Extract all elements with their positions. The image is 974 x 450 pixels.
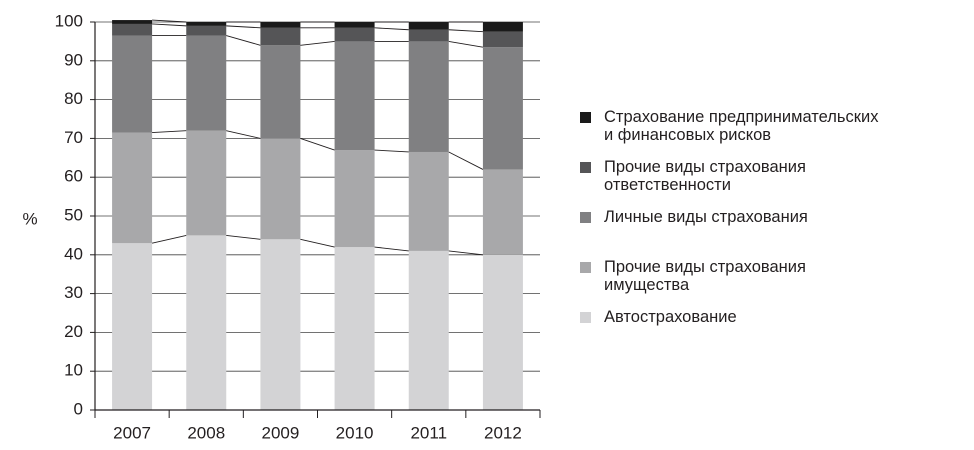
y-axis-label: % (22, 209, 37, 228)
bar-segment (260, 27, 301, 46)
connector-line (226, 130, 261, 139)
bar-segment (334, 27, 375, 42)
y-tick-label: 50 (64, 205, 83, 224)
bar-segment (482, 169, 523, 255)
connector-line (448, 29, 483, 33)
legend-label: Прочие виды страхования ответственности (604, 158, 806, 194)
legend-label: Личные виды страхования (604, 208, 808, 226)
legend-swatch (580, 212, 591, 223)
bar-segment (186, 35, 227, 131)
y-tick-label: 40 (64, 244, 83, 263)
connector-line (300, 238, 335, 248)
bar-segment (408, 250, 449, 410)
bar-segment (408, 29, 449, 42)
bar-segment (334, 247, 375, 410)
legend: Страхование предпринимательских и финанс… (580, 108, 970, 358)
bar-segment (112, 20, 153, 24)
bar-segment (112, 35, 153, 133)
bar-segment (112, 243, 153, 410)
x-tick-label: 2011 (410, 423, 447, 442)
connector-line (226, 234, 261, 240)
bar-segment (334, 150, 375, 248)
connector-line (448, 40, 483, 48)
x-tick-label: 2007 (113, 423, 151, 442)
bar-segment (482, 31, 523, 48)
bar-segment (482, 47, 523, 170)
y-tick-label: 90 (64, 50, 83, 69)
y-tick-label: 100 (55, 11, 83, 30)
bar-segment (408, 41, 449, 152)
legend-item: Прочие виды страхования имущества (580, 258, 970, 308)
bar-segment (260, 45, 301, 139)
connector-line (448, 151, 484, 170)
y-tick-label: 10 (64, 361, 83, 380)
y-tick-label: 0 (74, 399, 83, 418)
legend-label: Страхование предпринимательских и финанс… (604, 108, 879, 144)
legend-item: Личные виды страхования (580, 208, 970, 258)
bar-segment (334, 22, 375, 28)
bar-segment (186, 130, 227, 236)
bar-segment (482, 254, 523, 410)
connector-line (152, 23, 187, 27)
y-tick-label: 80 (64, 89, 83, 108)
bar-segment (260, 22, 301, 28)
connector-line (374, 246, 409, 252)
legend-swatch (580, 262, 591, 273)
connector-line (226, 35, 261, 46)
legend-swatch (580, 162, 591, 173)
bar-segment (112, 132, 153, 244)
y-tick-label: 70 (64, 128, 83, 147)
connector-line (374, 27, 409, 31)
bar-segment (260, 239, 301, 410)
connector-line (151, 234, 187, 244)
bar-segment (186, 25, 227, 36)
bar-segment (408, 151, 449, 251)
legend-swatch (580, 312, 591, 323)
bar-segment (334, 41, 375, 151)
bar-segment (482, 22, 523, 32)
bar-segment (112, 23, 153, 36)
legend-item: Прочие виды страхования ответственности (580, 158, 970, 208)
y-tick-label: 20 (64, 322, 83, 341)
connector-line (226, 25, 261, 29)
bar-segment (408, 22, 449, 30)
bar-segment (186, 235, 227, 410)
x-tick-label: 2012 (484, 423, 522, 442)
connector-line (448, 250, 483, 256)
connector-line (152, 130, 187, 134)
y-tick-label: 30 (64, 283, 83, 302)
connector-line (152, 19, 187, 23)
legend-swatch (580, 112, 591, 123)
y-tick-label: 60 (64, 167, 83, 186)
legend-label: Автострахование (604, 308, 737, 326)
bar-segment (186, 22, 227, 26)
connector-line (300, 137, 335, 151)
x-tick-label: 2008 (187, 423, 225, 442)
x-tick-label: 2009 (262, 423, 300, 442)
legend-item: Страхование предпринимательских и финанс… (580, 108, 970, 158)
x-tick-label: 2010 (336, 423, 374, 442)
legend-label: Прочие виды страхования имущества (604, 258, 806, 294)
bar-segment (260, 138, 301, 240)
legend-item: Автострахование (580, 308, 970, 358)
connector-line (300, 40, 335, 46)
connector-line (374, 149, 409, 153)
